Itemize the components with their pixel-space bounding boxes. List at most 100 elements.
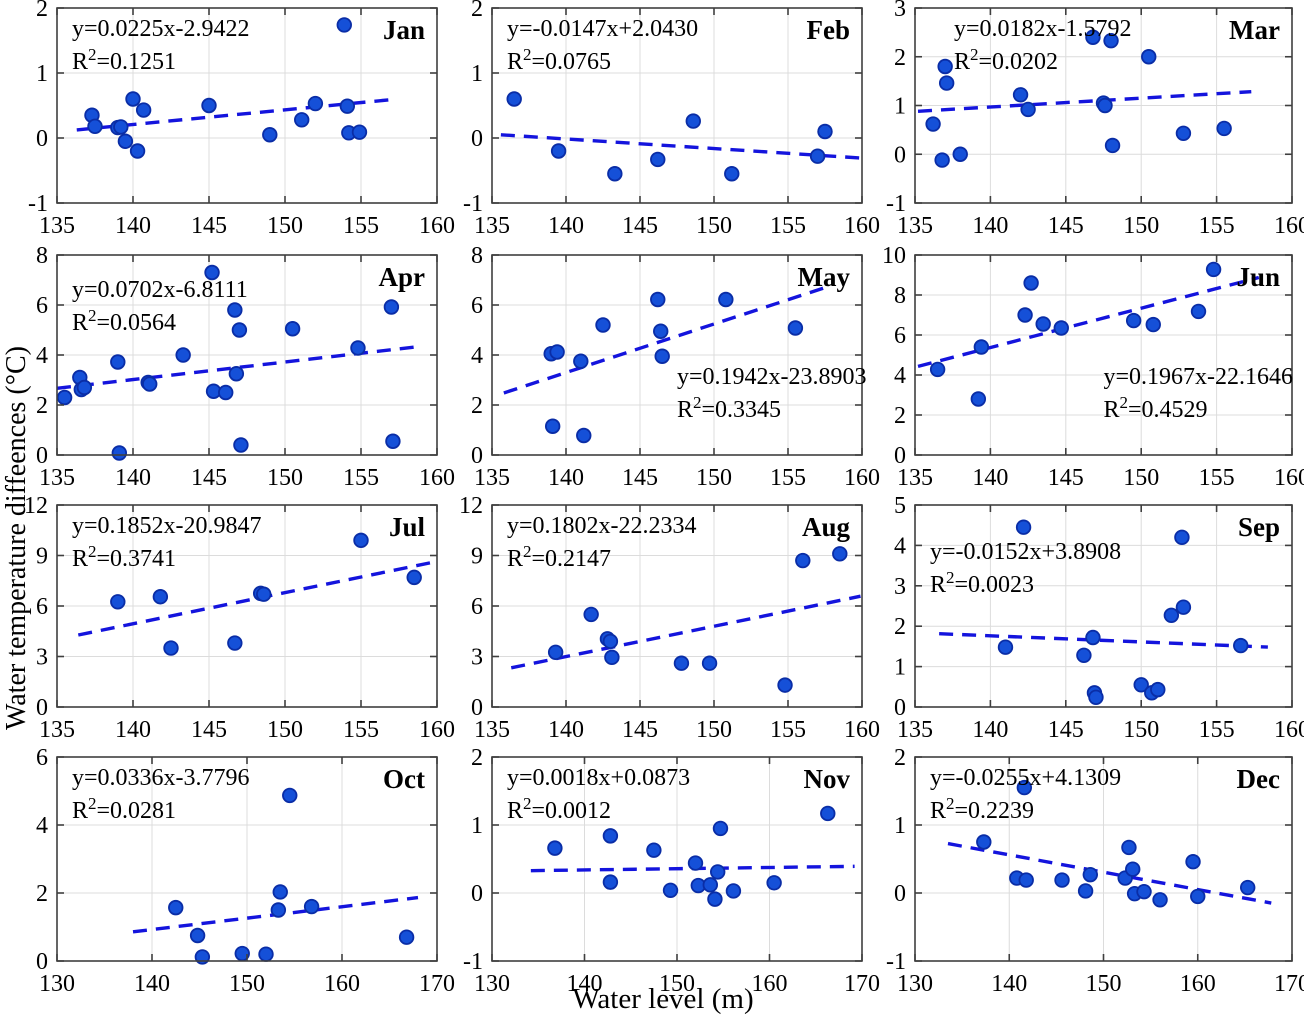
x-tick-label: 140 — [548, 717, 584, 743]
y-tick-label: 0 — [894, 142, 906, 168]
y-tick-label: -1 — [886, 191, 906, 217]
x-tick-label: 155 — [770, 717, 806, 743]
y-tick-label: 0 — [36, 695, 48, 721]
data-point — [1012, 87, 1029, 103]
data-point — [227, 635, 243, 651]
data-point — [1017, 307, 1033, 323]
data-point — [175, 347, 191, 363]
data-point — [117, 133, 134, 149]
axis-box — [491, 7, 863, 204]
y-tick-label: -1 — [463, 191, 483, 217]
x-tick-label: 160 — [1274, 465, 1304, 491]
data-point — [602, 874, 619, 890]
x-tick-label: 130 — [474, 971, 510, 997]
data-point — [1104, 137, 1121, 154]
data-point — [544, 418, 561, 434]
y-tick-label: 0 — [894, 443, 906, 469]
data-point — [129, 143, 146, 159]
data-point — [168, 899, 184, 916]
x-tick-label: 135 — [39, 717, 75, 743]
data-point — [602, 828, 619, 844]
data-point — [1141, 49, 1157, 65]
data-point — [820, 805, 836, 822]
panel-apr: 135 140 145 150 155 160 0 2 4 6 8 y=0.0702x-6.8111 R… — [36, 243, 455, 491]
y-tick-label: 1 — [36, 61, 48, 87]
x-tick-label: 135 — [474, 717, 510, 743]
data-point — [937, 58, 953, 75]
x-tick-label: 130 — [897, 971, 933, 997]
x-tick-label: 135 — [897, 717, 933, 743]
x-tick-label: 150 — [659, 971, 695, 997]
data-point — [725, 883, 742, 899]
equation-label: y=0.1967x-22.1646 — [1104, 364, 1294, 390]
data-point — [795, 552, 811, 569]
x-tick-label: 160 — [752, 971, 788, 997]
month-label: Jul — [389, 512, 426, 542]
data-point — [307, 95, 324, 112]
y-tick-label: 1 — [471, 813, 483, 839]
y-tick-label: 6 — [471, 594, 483, 620]
data-point — [218, 384, 234, 401]
y-tick-label: 8 — [36, 243, 48, 269]
y-tick-label: 0 — [471, 126, 483, 152]
x-tick-label: 170 — [419, 971, 455, 997]
data-point — [110, 594, 126, 610]
y-tick-label: 6 — [36, 745, 48, 771]
month-label: Mar — [1229, 15, 1280, 45]
data-point — [1035, 316, 1051, 332]
data-point — [604, 649, 620, 666]
x-tick-label: 155 — [770, 465, 806, 491]
y-tick-label: 2 — [36, 881, 48, 907]
data-point — [406, 569, 422, 586]
data-point — [385, 433, 401, 449]
data-point — [1054, 872, 1070, 888]
data-point — [1163, 607, 1180, 623]
x-tick-label: 145 — [622, 465, 658, 491]
x-tick-label: 145 — [191, 213, 227, 239]
month-label: Nov — [804, 764, 851, 794]
data-point — [1233, 637, 1249, 654]
equation-label: y=0.1942x-23.8903 — [677, 364, 867, 390]
data-point — [687, 855, 704, 871]
y-tick-label: 0 — [471, 695, 483, 721]
data-point — [650, 291, 666, 308]
data-point — [938, 75, 955, 91]
x-tick-label: 145 — [191, 465, 227, 491]
y-tick-label: 0 — [894, 695, 906, 721]
y-tick-label: 0 — [36, 126, 48, 152]
x-tick-label: 160 — [844, 717, 880, 743]
x-tick-label: 135 — [39, 213, 75, 239]
x-tick-label: 150 — [696, 465, 732, 491]
data-point — [125, 91, 141, 107]
data-point — [809, 148, 826, 164]
month-label: Oct — [383, 764, 425, 794]
y-tick-label: 6 — [36, 594, 48, 620]
panel-mar: 135 140 145 150 155 160 -1 0 1 2 3 y=0.0182x-1.5792… — [886, 0, 1304, 239]
r-squared-label: R2=0.0023 — [930, 568, 1034, 598]
data-point — [204, 264, 220, 281]
r-squared-label: R2=0.0012 — [507, 794, 611, 824]
x-axis-label: Water level (m) — [572, 983, 754, 1015]
data-point — [1185, 854, 1201, 870]
data-point — [929, 361, 946, 378]
data-point — [135, 102, 152, 118]
panel-may: 135 140 145 150 155 160 0 2 4 6 8 y=0.1942x-23.8903… — [471, 243, 880, 491]
axis-box — [914, 254, 1293, 456]
month-label: Dec — [1237, 764, 1280, 794]
x-tick-label: 150 — [267, 465, 303, 491]
x-tick-label: 160 — [844, 465, 880, 491]
x-tick-label: 170 — [1274, 971, 1304, 997]
month-label: Sep — [1238, 512, 1280, 542]
x-tick-label: 150 — [696, 717, 732, 743]
axis-box — [56, 7, 438, 204]
data-point — [152, 589, 169, 605]
data-point — [339, 98, 356, 114]
x-tick-label: 160 — [1180, 971, 1216, 997]
data-point — [710, 864, 726, 880]
data-point — [256, 586, 272, 602]
data-point — [970, 391, 987, 407]
y-tick-label: 4 — [894, 363, 906, 389]
data-point — [350, 340, 366, 356]
data-point — [653, 323, 669, 339]
data-point — [272, 884, 288, 900]
